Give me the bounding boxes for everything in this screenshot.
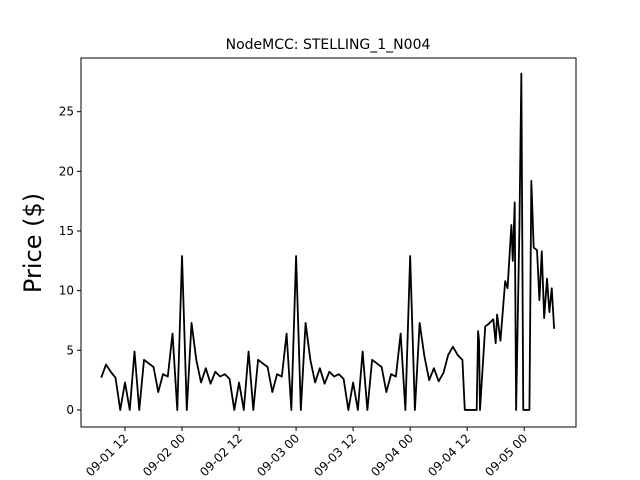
x-tick-label: 09-04 12 bbox=[425, 431, 473, 479]
x-tick-label: 09-04 00 bbox=[368, 431, 416, 479]
y-tick-label: 15 bbox=[59, 224, 74, 238]
y-axis-label: Price ($) bbox=[19, 193, 47, 293]
y-tick-label: 10 bbox=[59, 284, 74, 298]
y-tick-label: 0 bbox=[66, 403, 74, 417]
x-tick-label: 09-05 00 bbox=[482, 431, 530, 479]
x-tick-label: 09-03 00 bbox=[254, 431, 302, 479]
y-tick-label: 25 bbox=[59, 105, 74, 119]
y-tick-label: 20 bbox=[59, 164, 74, 178]
x-tick-label: 09-01 12 bbox=[83, 431, 131, 479]
price-line bbox=[100, 72, 556, 411]
chart-title: NodeMCC: STELLING_1_N004 bbox=[226, 37, 431, 53]
x-tick-label: 09-03 12 bbox=[311, 431, 359, 479]
x-tick-label: 09-02 00 bbox=[140, 431, 188, 479]
y-tick-label: 5 bbox=[66, 343, 74, 357]
x-tick-label: 09-02 12 bbox=[197, 431, 245, 479]
axes-frame bbox=[80, 57, 577, 428]
